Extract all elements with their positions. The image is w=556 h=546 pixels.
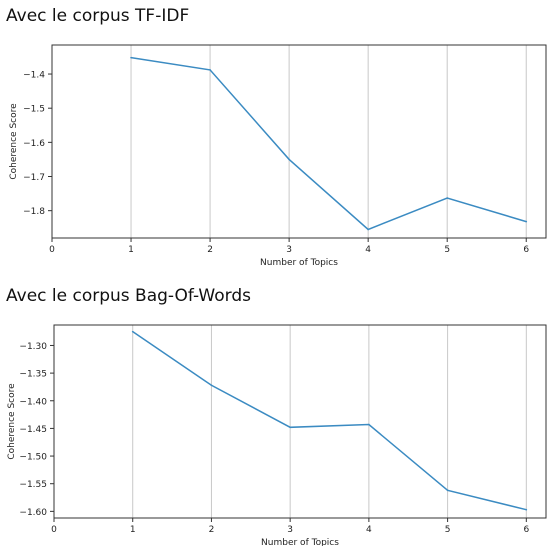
series-line — [130, 56, 527, 231]
x-tick-label: 2 — [209, 525, 215, 535]
x-tick-label: 6 — [523, 525, 529, 535]
y-axis-label: Coherence Score — [7, 383, 17, 460]
series-line — [132, 331, 527, 511]
y-tick-label: −1.40 — [19, 397, 47, 407]
x-tick-label: 0 — [51, 525, 57, 535]
data-point — [525, 220, 528, 223]
x-axis-label: Number of Topics — [260, 258, 338, 268]
y-tick-label: −1.5 — [23, 105, 45, 115]
x-tick-label: 4 — [366, 525, 372, 535]
x-tick-label: 1 — [130, 525, 136, 535]
x-tick-label: 5 — [445, 525, 451, 535]
y-tick-label: −1.4 — [23, 71, 45, 81]
y-tick-label: −1.30 — [19, 342, 47, 352]
y-tick-label: −1.45 — [19, 425, 47, 435]
y-tick-label: −1.50 — [19, 453, 47, 463]
y-tick-label: −1.35 — [19, 370, 47, 380]
x-tick-label: 4 — [365, 245, 371, 255]
data-point — [446, 197, 449, 199]
plot-frame — [53, 324, 547, 519]
y-tick-label: −1.60 — [19, 508, 47, 518]
x-tick-label: 6 — [523, 245, 529, 255]
data-point — [289, 426, 291, 429]
y-tick-label: −1.55 — [19, 480, 47, 490]
data-point — [131, 330, 134, 333]
x-tick-label: 0 — [49, 245, 55, 255]
data-point — [367, 228, 369, 231]
y-axis-label: Coherence Score — [9, 103, 19, 180]
data-point — [525, 508, 528, 511]
y-tick-label: −1.7 — [23, 173, 45, 183]
data-point — [209, 69, 211, 71]
plot-frame — [51, 44, 547, 239]
data-point — [210, 384, 213, 387]
data-point — [446, 489, 449, 492]
x-axis-label: Number of Topics — [261, 538, 339, 546]
x-tick-label: 2 — [207, 245, 213, 255]
coherence-chart-tfidf: 0 1 2 3 4 5 6 −1.4 −1.5 −1.6 −1.7 −1.8 Number of Top… — [9, 44, 547, 268]
data-point — [130, 56, 132, 59]
x-tick-label: 1 — [128, 245, 134, 255]
x-tick-label: 3 — [287, 525, 293, 535]
y-tick-label: −1.6 — [23, 139, 45, 149]
x-tick-label: 5 — [444, 245, 450, 255]
section-title-bow: Avec le corpus Bag-Of-Words — [6, 286, 251, 306]
section-title-tfidf: Avec le corpus TF-IDF — [6, 6, 190, 26]
y-tick-label: −1.8 — [23, 207, 45, 217]
x-tick-label: 3 — [286, 245, 292, 255]
data-point — [288, 158, 290, 161]
data-point — [368, 423, 370, 426]
